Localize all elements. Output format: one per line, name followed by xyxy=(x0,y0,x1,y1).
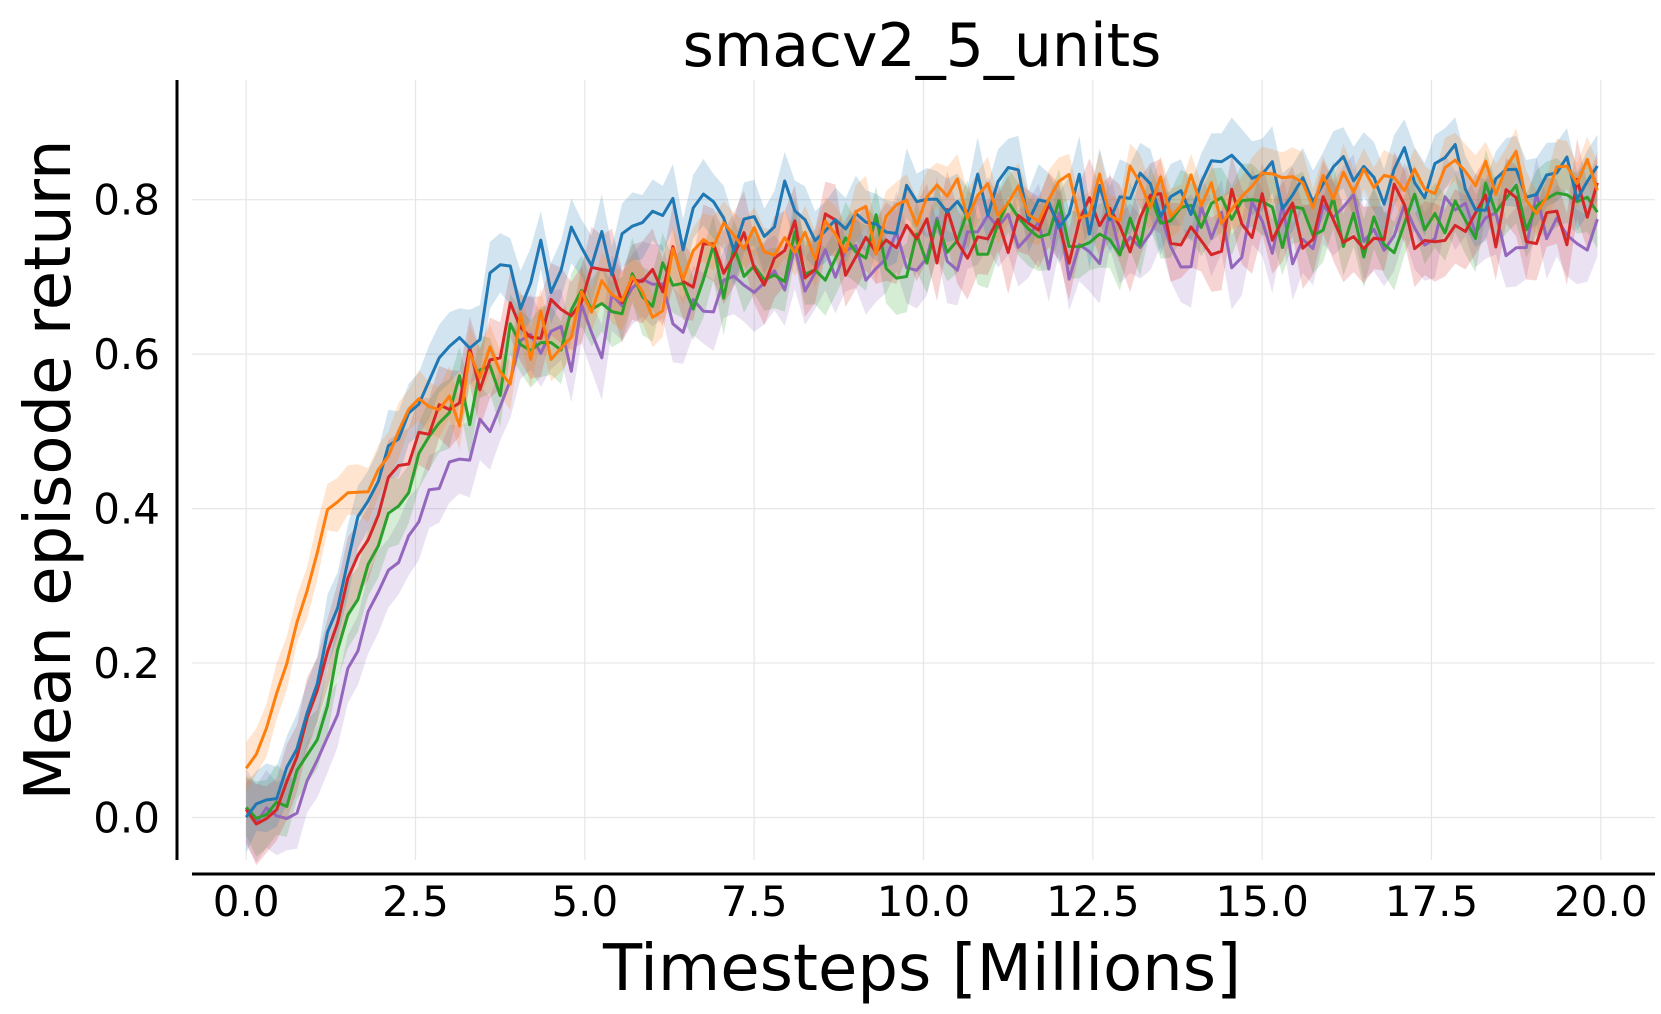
series-line xyxy=(244,149,1599,770)
x-tick-label: 10.0 xyxy=(877,877,971,926)
y-axis-label: Mean episode return xyxy=(12,139,86,800)
y-tick-label: 0.8 xyxy=(93,176,160,225)
series-line xyxy=(245,143,1599,819)
y-tick-label: 0.4 xyxy=(93,485,160,534)
x-axis-label: Timesteps [Millions] xyxy=(602,932,1241,1006)
x-tick-label: 0.0 xyxy=(213,877,280,926)
y-tick-label: 0.6 xyxy=(93,330,160,379)
series-lines xyxy=(244,143,1599,826)
series-band xyxy=(246,117,1598,853)
x-tick-label: 5.0 xyxy=(551,877,618,926)
x-tick-label: 17.5 xyxy=(1385,877,1479,926)
x-tick-label: 7.5 xyxy=(721,877,788,926)
y-tick-label: 0.2 xyxy=(93,639,160,688)
series-line xyxy=(245,181,1599,820)
x-tick-label: 20.0 xyxy=(1554,877,1648,926)
y-tick-label: 0.0 xyxy=(93,794,160,843)
series-band xyxy=(246,154,1598,863)
x-tick-label: 15.0 xyxy=(1215,877,1309,926)
x-tick-labels: 0.0 2.5 5.0 7.5 10.0 12.5 15.0 17.5 20.0 xyxy=(213,877,1648,926)
series-line xyxy=(244,191,1599,825)
series-band xyxy=(246,148,1598,857)
chart-title: smacv2_5_units xyxy=(683,11,1162,81)
x-tick-label: 2.5 xyxy=(382,877,449,926)
y-tick-labels: 0.0 0.2 0.4 0.6 0.8 xyxy=(93,176,160,843)
x-tick-label: 12.5 xyxy=(1046,877,1140,926)
series-band xyxy=(246,138,1598,866)
